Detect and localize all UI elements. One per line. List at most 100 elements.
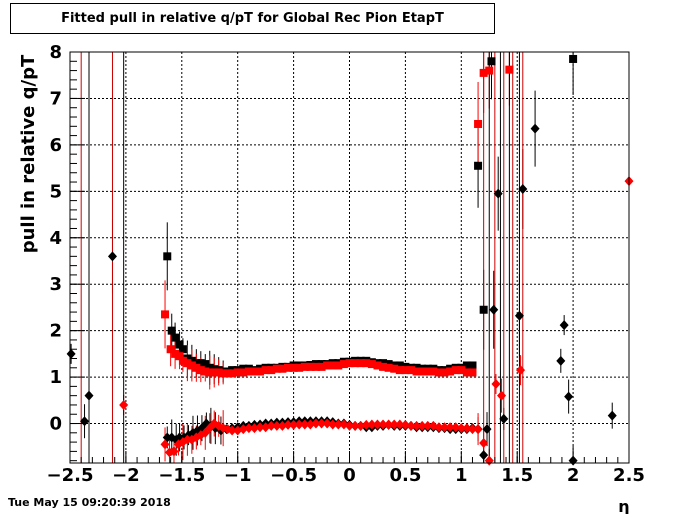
square-marker: [395, 361, 404, 370]
diamond-marker: [277, 420, 287, 431]
diamond-marker: [107, 251, 117, 262]
square-marker: [373, 361, 382, 370]
square-marker: [183, 354, 192, 363]
square-marker: [166, 345, 175, 354]
square-marker: [356, 359, 365, 368]
diamond-marker: [395, 419, 405, 430]
x-tick-label: 0.5: [389, 465, 421, 486]
x-tick-label: −0.5: [270, 465, 317, 486]
diamond-marker: [556, 355, 566, 366]
y-tick-label: 3: [49, 274, 62, 295]
diamond-marker: [311, 418, 321, 429]
square-marker: [468, 368, 477, 377]
square-marker: [161, 310, 170, 319]
square-marker: [233, 368, 242, 377]
diamond-marker: [300, 419, 310, 430]
square-marker: [474, 161, 483, 170]
diamond-marker: [305, 419, 315, 430]
square-marker: [167, 326, 176, 335]
diamond-marker: [378, 419, 388, 430]
square-marker: [311, 362, 320, 371]
square-marker: [423, 367, 432, 376]
square-marker: [178, 356, 187, 365]
diamond-marker: [227, 425, 237, 436]
square-marker: [214, 368, 223, 377]
x-tick-label: 1.5: [501, 465, 533, 486]
square-marker: [485, 66, 494, 75]
diamond-marker: [119, 399, 129, 410]
square-marker: [256, 367, 265, 376]
y-tick-label: 0: [49, 414, 62, 435]
square-marker: [457, 366, 466, 375]
diamond-marker: [456, 423, 466, 434]
square-marker: [323, 361, 332, 370]
diamond-marker: [559, 320, 569, 331]
square-marker: [201, 360, 210, 369]
square-marker: [192, 363, 201, 372]
square-marker: [451, 366, 460, 375]
chart-title: Fitted pull in relative q/pT for Global …: [10, 3, 495, 34]
square-marker: [390, 364, 399, 373]
x-tick-label: −1: [224, 465, 252, 486]
tick-labels: −2.5 −2 −1.5 −1 −0.5 0 0.5 1 1.5 2 2.5 0 1 2 3 4 5 6 7 8: [47, 42, 645, 486]
square-marker: [289, 363, 298, 372]
diamond-marker: [497, 390, 507, 401]
diamond-marker: [479, 438, 489, 449]
diamond-marker: [333, 419, 343, 430]
diamond-marker: [499, 413, 509, 424]
square-marker: [339, 360, 348, 369]
diamond-marker: [489, 304, 499, 315]
square-marker: [334, 361, 343, 370]
diamond-marker: [467, 424, 477, 435]
diamond-marker: [367, 419, 377, 430]
x-tick-label: −2: [112, 465, 140, 486]
diamond-marker: [400, 419, 410, 430]
diamond-marker: [283, 419, 293, 430]
axis-ticks: [69, 51, 630, 463]
diamond-marker: [564, 391, 574, 402]
square-marker: [183, 359, 192, 368]
y-tick-label: 7: [49, 88, 62, 109]
square-marker: [412, 367, 421, 376]
y-tick-label: 1: [49, 367, 62, 388]
square-marker: [306, 362, 315, 371]
square-marker: [175, 352, 184, 361]
square-marker: [192, 359, 201, 368]
diamond-marker: [491, 379, 501, 390]
diamond-marker: [445, 422, 455, 433]
square-marker: [395, 366, 404, 375]
diamond-marker: [328, 419, 338, 430]
diamond-marker: [169, 446, 179, 457]
diamond-marker: [462, 423, 472, 434]
square-marker: [462, 368, 471, 377]
square-marker: [239, 368, 248, 377]
square-marker: [295, 363, 304, 372]
timestamp: Tue May 15 09:20:39 2018: [8, 496, 171, 509]
diamond-marker: [451, 422, 461, 433]
diamond-marker: [244, 423, 254, 434]
diamond-marker: [289, 419, 299, 430]
diamond-marker: [384, 419, 394, 430]
y-tick-label: 4: [49, 228, 62, 249]
square-marker: [171, 333, 180, 342]
y-tick-label: 2: [49, 321, 62, 342]
square-marker: [228, 369, 237, 378]
diamond-marker: [294, 419, 304, 430]
diamond-marker: [255, 422, 265, 433]
data-markers: [66, 54, 634, 466]
square-marker: [487, 57, 496, 66]
square-marker: [384, 363, 393, 372]
square-marker: [345, 359, 354, 368]
square-marker: [244, 367, 253, 376]
square-marker: [201, 367, 210, 376]
x-tick-label: 0: [343, 465, 356, 486]
diamond-marker: [356, 420, 366, 431]
square-marker: [462, 361, 471, 370]
diamond-marker: [361, 419, 371, 430]
diamond-marker: [516, 365, 526, 376]
square-marker: [175, 340, 184, 349]
diamond-marker: [434, 422, 444, 433]
x-tick-label: 1: [455, 465, 468, 486]
square-marker: [272, 364, 281, 373]
square-marker: [367, 360, 376, 369]
